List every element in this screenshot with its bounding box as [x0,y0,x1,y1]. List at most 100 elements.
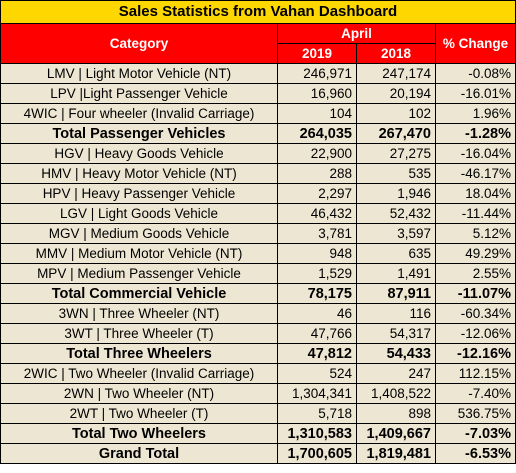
change-cell: -6.53% [435,443,516,464]
table-title: Sales Statistics from Vahan Dashboard [0,0,516,24]
total-row: Total Two Wheelers 1,310,583 1,409,667 -7.0… [0,423,516,444]
value-2018-cell: 27,275 [356,143,436,164]
value-2018-cell: 1,408,522 [356,383,436,404]
value-2018-cell: 87,911 [356,283,436,304]
table-row: 4WIC | Four wheeler (Invalid Carriage) 10… [0,103,516,124]
value-2019-cell: 1,529 [277,263,357,284]
value-2019-cell: 78,175 [277,283,357,304]
value-2019-cell: 948 [277,243,357,264]
value-2019-cell: 47,766 [277,323,357,344]
table-row: 2WIC | Two Wheeler (Invalid Carriage) 524… [0,363,516,384]
value-2019-cell: 3,781 [277,223,357,244]
change-cell: -60.34% [435,303,516,324]
value-2019-cell: 1,700,605 [277,443,357,464]
value-2019-cell: 16,960 [277,83,357,104]
value-2019-cell: 47,812 [277,343,357,364]
category-cell: Grand Total [0,443,278,464]
category-cell: Total Passenger Vehicles [0,123,278,144]
category-cell: HMV | Heavy Motor Vehicle (NT) [0,163,278,184]
value-2019-cell: 524 [277,363,357,384]
year-2019-header: 2019 [277,43,357,64]
change-cell: 536.75% [435,403,516,424]
value-2019-cell: 2,297 [277,183,357,204]
value-2018-cell: 54,317 [356,323,436,344]
table-row: 2WT | Two Wheeler (T) 5,718 898 536.75% [0,403,516,424]
change-cell: -11.44% [435,203,516,224]
category-cell: MGV | Medium Goods Vehicle [0,223,278,244]
value-2018-cell: 535 [356,163,436,184]
total-row: Total Passenger Vehicles 264,035 267,470 -1… [0,123,516,144]
category-cell: 3WN | Three Wheeler (NT) [0,303,278,324]
value-2019-cell: 246,971 [277,63,357,84]
value-2018-cell: 247 [356,363,436,384]
value-2019-cell: 46,432 [277,203,357,224]
header-row-top: Category April % Change [0,23,516,64]
table-row: LMV | Light Motor Vehicle (NT) 246,971 247… [0,63,516,84]
value-2019-cell: 264,035 [277,123,357,144]
table-row: MGV | Medium Goods Vehicle 3,781 3,597 5.12… [0,223,516,244]
table-row: MMV | Medium Motor Vehicle (NT) 948 635 49.… [0,243,516,264]
header-row-bottom: 2019 2018 [1,43,516,64]
category-cell: MMV | Medium Motor Vehicle (NT) [0,243,278,264]
value-2018-cell: 52,432 [356,203,436,224]
category-cell: 3WT | Three Wheeler (T) [0,323,278,344]
value-2018-cell: 102 [356,103,436,124]
table-row: HPV | Heavy Passenger Vehicle 2,297 1,946 1… [0,183,516,204]
category-cell: Total Two Wheelers [0,423,278,444]
category-cell: 2WN | Two Wheeler (NT) [0,383,278,404]
value-2018-cell: 54,433 [356,343,436,364]
value-2019-cell: 104 [277,103,357,124]
table-row: LPV |Light Passenger Vehicle 16,960 20,194… [0,83,516,104]
table-row: 3WN | Three Wheeler (NT) 46 116 -60.34% [0,303,516,324]
value-2018-cell: 1,491 [356,263,436,284]
table-row: MPV | Medium Passenger Vehicle 1,529 1,491… [0,263,516,284]
change-header: % Change [435,23,516,64]
value-2019-cell: 288 [277,163,357,184]
table-row: HGV | Heavy Goods Vehicle 22,900 27,275 -16… [0,143,516,164]
total-row: Total Commercial Vehicle 78,175 87,911 -11.… [0,283,516,304]
table-row: HMV | Heavy Motor Vehicle (NT) 288 535 -46.… [0,163,516,184]
value-2019-cell: 1,304,341 [277,383,357,404]
category-cell: HGV | Heavy Goods Vehicle [0,143,278,164]
table-row: 3WT | Three Wheeler (T) 47,766 54,317 -12.0… [0,323,516,344]
value-2019-cell: 1,310,583 [277,423,357,444]
change-cell: -12.16% [435,343,516,364]
value-2018-cell: 1,819,481 [356,443,436,464]
change-cell: -7.40% [435,383,516,404]
change-cell: 2.55% [435,263,516,284]
value-2018-cell: 635 [356,243,436,264]
value-2018-cell: 1,946 [356,183,436,204]
value-2018-cell: 267,470 [356,123,436,144]
table-row: LGV | Light Goods Vehicle 46,432 52,432 -11… [0,203,516,224]
grand-total-row: Grand Total 1,700,605 1,819,481 -6.53% [0,443,516,464]
category-cell: 2WT | Two Wheeler (T) [0,403,278,424]
value-2019-cell: 5,718 [277,403,357,424]
change-cell: -0.08% [435,63,516,84]
category-cell: LGV | Light Goods Vehicle [0,203,278,224]
title-row: Sales Statistics from Vahan Dashboard [0,0,516,24]
value-2018-cell: 1,409,667 [356,423,436,444]
category-cell: MPV | Medium Passenger Vehicle [0,263,278,284]
category-header: Category [0,23,278,64]
year-2018-header: 2018 [356,43,436,64]
value-2018-cell: 20,194 [356,83,436,104]
change-cell: 112.15% [435,363,516,384]
category-cell: HPV | Heavy Passenger Vehicle [0,183,278,204]
change-cell: 1.96% [435,103,516,124]
change-cell: -1.28% [435,123,516,144]
category-cell: LPV |Light Passenger Vehicle [0,83,278,104]
month-header: April [277,23,436,44]
change-cell: 18.04% [435,183,516,204]
category-cell: Total Three Wheelers [0,343,278,364]
change-cell: 5.12% [435,223,516,244]
value-2018-cell: 247,174 [356,63,436,84]
change-cell: -7.03% [435,423,516,444]
table-row: 2WN | Two Wheeler (NT) 1,304,341 1,408,522… [0,383,516,404]
category-cell: LMV | Light Motor Vehicle (NT) [0,63,278,84]
change-cell: -16.01% [435,83,516,104]
change-cell: -12.06% [435,323,516,344]
value-2018-cell: 116 [356,303,436,324]
change-cell: -16.04% [435,143,516,164]
change-cell: 49.29% [435,243,516,264]
